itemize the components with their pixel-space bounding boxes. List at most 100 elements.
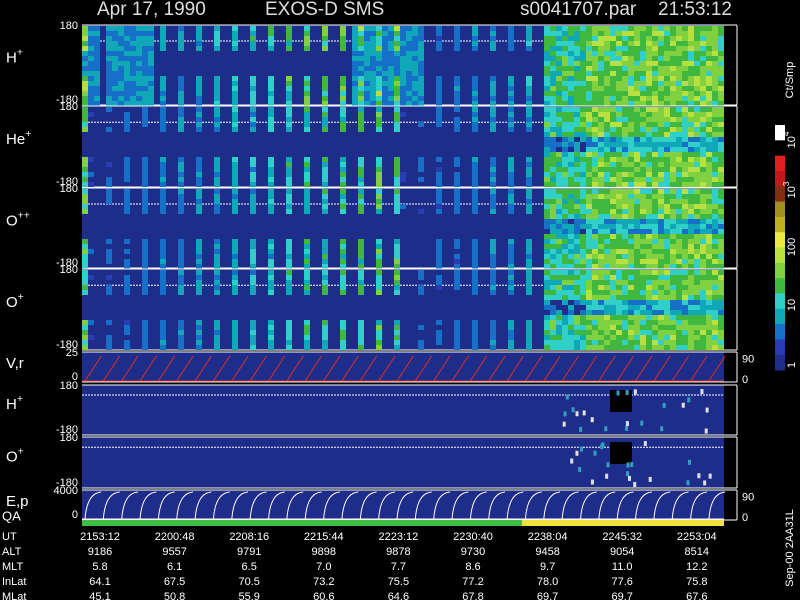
spectrogram-cell	[82, 270, 88, 275]
spectrogram-cell	[550, 61, 556, 66]
spectrogram-cell	[556, 280, 562, 285]
spectrogram-cell	[652, 112, 658, 117]
spectrogram-cell	[418, 66, 424, 71]
spectrogram-cell	[658, 137, 664, 142]
spectrogram-cell	[658, 249, 664, 254]
spectrogram-cell	[304, 189, 310, 194]
spectrogram-cell	[580, 320, 586, 325]
spectrogram-cell	[178, 275, 184, 280]
spectrogram-cell	[124, 290, 130, 295]
y-tick-label: -180	[56, 477, 78, 489]
spectrogram-cell	[718, 46, 724, 51]
spectrogram-cell	[676, 107, 682, 112]
spectrogram-cell	[616, 66, 622, 71]
spectrogram-cell	[586, 71, 592, 76]
spectrogram-cell	[580, 325, 586, 330]
spectrogram-cell	[376, 189, 382, 194]
spectrogram-cell	[682, 56, 688, 61]
spectrogram-cell	[526, 182, 532, 187]
spectrogram-cell	[124, 259, 130, 264]
spectrogram-cell	[160, 325, 166, 330]
spectrogram-cell	[364, 31, 370, 36]
spectrogram-cell	[568, 172, 574, 177]
spectrogram-cell	[586, 325, 592, 330]
spectrogram-cell	[340, 162, 346, 167]
spectrogram-cell	[304, 167, 310, 172]
spectrogram-cell	[556, 259, 562, 264]
spectrogram-cell	[352, 81, 358, 86]
spectrogram-cell	[646, 51, 652, 56]
spectrogram-cell	[718, 335, 724, 340]
spectrogram-cell	[82, 91, 88, 96]
spectrogram-cell	[82, 76, 88, 81]
spectrogram-cell	[472, 96, 478, 101]
spectrogram-cell	[88, 249, 94, 254]
spectrogram-cell	[706, 112, 712, 117]
spectrogram-cell	[556, 162, 562, 167]
spectrogram-cell	[706, 76, 712, 81]
spectrogram-cell	[682, 214, 688, 219]
spectrogram-cell	[214, 239, 220, 244]
spectrogram-cell	[718, 194, 724, 199]
spectrogram-cell	[232, 204, 238, 209]
spectrogram-cell	[574, 157, 580, 162]
spectrogram-cell	[214, 249, 220, 254]
spectrogram-cell	[160, 162, 166, 167]
spectrogram-cell	[508, 36, 514, 41]
spectrogram-cell	[670, 270, 676, 275]
spectrogram-cell	[160, 270, 166, 275]
spectrogram-cell	[598, 244, 604, 249]
spectrogram-cell	[718, 224, 724, 229]
spectrogram-cell	[568, 51, 574, 56]
spectrogram-cell	[382, 31, 388, 36]
spectrogram-cell	[682, 107, 688, 112]
spectrogram-cell	[586, 81, 592, 86]
spectrogram-cell	[304, 41, 310, 46]
spectrogram-cell	[508, 167, 514, 172]
spectrogram-cell	[640, 41, 646, 46]
spectrogram-cell	[706, 300, 712, 305]
spectrogram-cell	[706, 189, 712, 194]
spectrogram-cell	[688, 91, 694, 96]
spectrogram-cell	[670, 56, 676, 61]
spectrogram-cell	[598, 219, 604, 224]
spectrogram-cell	[598, 61, 604, 66]
spectrogram-cell	[712, 36, 718, 41]
spectrogram-cell	[616, 310, 622, 315]
spectrogram-cell	[660, 426, 664, 432]
spectrogram-cell	[700, 209, 706, 214]
spectrogram-cell	[550, 204, 556, 209]
spectrogram-cell	[214, 330, 220, 335]
spectrogram-cell	[508, 340, 514, 345]
spectrogram-cell	[628, 56, 634, 61]
spectrogram-cell	[616, 127, 622, 132]
spectrogram-cell	[196, 182, 202, 187]
spectrogram-cell	[598, 300, 604, 305]
spectrogram-cell	[286, 91, 292, 96]
spectrogram-cell	[562, 264, 568, 269]
spectrogram-cell	[670, 330, 676, 335]
spectrogram-cell	[586, 234, 592, 239]
spectrogram-cell	[556, 177, 562, 182]
spectrogram-cell	[268, 41, 274, 46]
y-tick-label: -180	[56, 176, 78, 188]
spectrogram-cell	[82, 194, 88, 199]
spectrogram-cell	[628, 101, 634, 106]
spectrogram-cell	[658, 152, 664, 157]
spectrogram-cell	[508, 320, 514, 325]
spectrogram-cell	[682, 275, 688, 280]
spectrogram-cell	[700, 81, 706, 86]
spectrogram-cell	[640, 300, 646, 305]
spectrogram-cell	[544, 101, 550, 106]
spectrogram-cell	[508, 204, 514, 209]
spectrogram-cell	[358, 117, 364, 122]
spectrogram-cell	[670, 340, 676, 345]
spectrogram-cell	[88, 320, 94, 325]
spectrogram-cell	[562, 46, 568, 51]
spectrogram-cell	[394, 46, 400, 51]
spectrogram-cell	[604, 310, 610, 315]
spectrogram-cell	[322, 330, 328, 335]
spectrogram-cell	[628, 330, 634, 335]
colorbar-segment	[775, 293, 785, 310]
spectrogram-cell	[562, 117, 568, 122]
